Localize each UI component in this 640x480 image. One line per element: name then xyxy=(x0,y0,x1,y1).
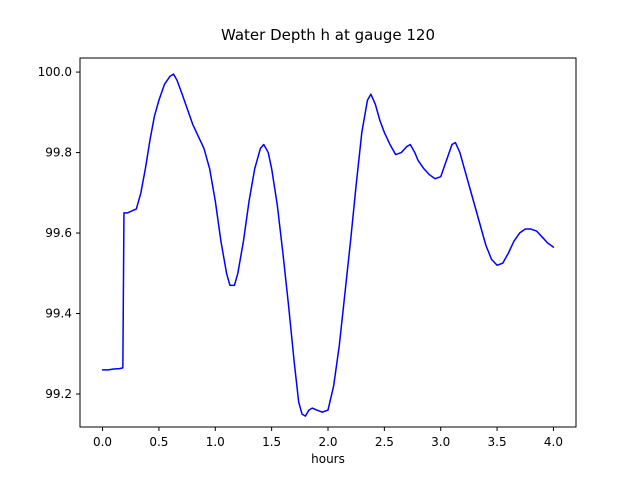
x-tick-label: 1.5 xyxy=(262,435,281,449)
x-tick-label: 2.0 xyxy=(318,435,337,449)
y-tick-label: 99.2 xyxy=(45,387,72,401)
x-tick-label: 1.0 xyxy=(206,435,225,449)
x-tick-label: 4.0 xyxy=(544,435,563,449)
y-tick-label: 99.4 xyxy=(45,307,72,321)
x-tick-label: 0.5 xyxy=(149,435,168,449)
y-tick-label: 100.0 xyxy=(38,65,72,79)
y-tick-label: 99.8 xyxy=(45,146,72,160)
x-axis-label: hours xyxy=(311,452,345,466)
x-axis-ticks: 0.0 0.5 1.0 1.5 2.0 2.5 3.0 3.5 4.0 xyxy=(93,427,563,449)
x-tick-label: 3.5 xyxy=(488,435,507,449)
x-tick-label: 3.0 xyxy=(431,435,450,449)
chart-title: Water Depth h at gauge 120 xyxy=(221,26,435,44)
x-tick-label: 2.5 xyxy=(375,435,394,449)
axes-frame xyxy=(79,57,577,428)
y-axis-ticks: 99.2 99.4 99.6 99.8 100.0 xyxy=(38,65,80,401)
water-depth-line xyxy=(101,73,555,417)
y-tick-label: 99.6 xyxy=(45,226,72,240)
x-tick-label: 0.0 xyxy=(93,435,112,449)
